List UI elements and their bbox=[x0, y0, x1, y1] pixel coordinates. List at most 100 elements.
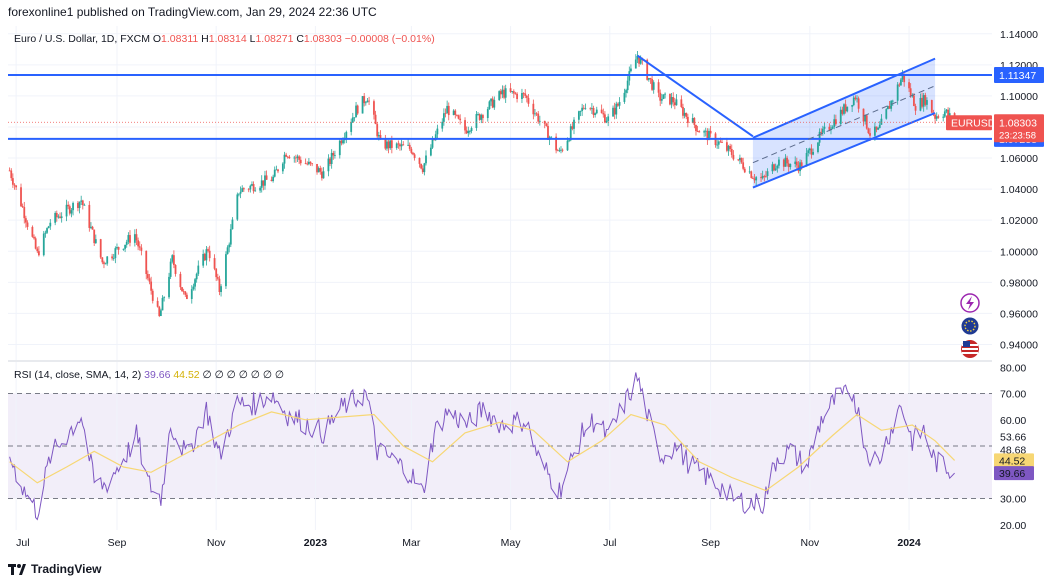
candle bbox=[332, 150, 335, 160]
trend-line[interactable] bbox=[636, 54, 754, 138]
lightning-icon[interactable] bbox=[960, 293, 980, 313]
horizontal-lines[interactable] bbox=[8, 73, 992, 140]
candle bbox=[239, 186, 242, 199]
channel-lower-line[interactable] bbox=[752, 112, 936, 189]
candle bbox=[760, 172, 762, 182]
candle-body bbox=[218, 278, 221, 293]
candle-body bbox=[33, 236, 35, 239]
legend-low-label: L bbox=[250, 33, 256, 45]
candle bbox=[236, 192, 239, 221]
candle bbox=[891, 99, 894, 106]
candle-body bbox=[509, 88, 512, 92]
candle-body bbox=[285, 154, 288, 157]
candle bbox=[225, 251, 227, 290]
candle bbox=[924, 92, 927, 107]
candle-body bbox=[919, 97, 922, 111]
candle bbox=[732, 150, 735, 161]
candle-body bbox=[543, 120, 546, 124]
candle-body bbox=[652, 82, 655, 90]
candle-body bbox=[299, 159, 302, 164]
time-axis[interactable]: Jul Sep Nov 2023 Mar May Jul Sep Nov 2024 bbox=[16, 537, 921, 549]
candle bbox=[571, 122, 574, 131]
candle-body bbox=[673, 102, 676, 106]
candle bbox=[862, 108, 865, 127]
eu-flag-icon[interactable] bbox=[960, 316, 980, 336]
candle-body bbox=[190, 289, 193, 299]
candle-body bbox=[592, 107, 595, 115]
candle bbox=[854, 95, 857, 101]
candle-body bbox=[231, 219, 234, 230]
candle bbox=[138, 241, 141, 251]
candle-body bbox=[34, 238, 37, 249]
candle-body bbox=[368, 100, 370, 102]
candle-body bbox=[498, 91, 501, 100]
rsi-line bbox=[9, 372, 955, 521]
candle bbox=[373, 99, 375, 120]
price-pane[interactable]: 1.140001.120001.100001.080001.060001.040… bbox=[8, 26, 1044, 360]
candle-body bbox=[247, 189, 250, 191]
candle-body bbox=[329, 158, 331, 165]
candle bbox=[129, 230, 131, 247]
candle bbox=[482, 113, 484, 124]
candle bbox=[72, 201, 74, 216]
candle bbox=[145, 250, 148, 280]
candle bbox=[820, 128, 823, 136]
candle bbox=[555, 133, 558, 154]
price-tick-label: 1.00000 bbox=[1000, 246, 1038, 258]
candle-body bbox=[215, 268, 218, 278]
rsi-pane[interactable]: 80.0070.0060.0053.6648.6830.0020.0044.52… bbox=[8, 362, 1034, 532]
rsi-axis[interactable]: 80.0070.0060.0053.6648.6830.0020.0044.52… bbox=[994, 362, 1034, 532]
candle-body bbox=[716, 144, 719, 146]
candle bbox=[896, 82, 899, 105]
candle bbox=[890, 100, 893, 112]
channel-upper-line[interactable] bbox=[752, 57, 936, 139]
candle-body bbox=[90, 226, 92, 228]
candle-body bbox=[316, 163, 318, 173]
candle bbox=[111, 253, 113, 261]
candle bbox=[612, 105, 614, 117]
side-icons[interactable] bbox=[960, 293, 980, 358]
candle bbox=[693, 117, 696, 129]
candle bbox=[670, 92, 673, 109]
candle bbox=[503, 85, 505, 100]
candle-body bbox=[129, 235, 131, 243]
candle bbox=[384, 134, 387, 151]
candle-body bbox=[262, 180, 265, 186]
candle bbox=[254, 187, 257, 192]
candle bbox=[389, 140, 392, 150]
candle-body bbox=[581, 107, 584, 111]
candle bbox=[589, 107, 592, 111]
candle bbox=[709, 125, 712, 138]
candle bbox=[717, 140, 720, 149]
candle bbox=[57, 214, 60, 219]
candle-body bbox=[680, 99, 683, 107]
candle bbox=[888, 101, 891, 109]
candle-body bbox=[521, 93, 523, 99]
countdown-label: 23:23:58 bbox=[999, 130, 1036, 141]
candle-body bbox=[145, 250, 148, 275]
candle bbox=[285, 152, 288, 158]
channel-fill bbox=[752, 58, 936, 188]
candle bbox=[306, 161, 309, 166]
candle bbox=[80, 195, 83, 206]
candle bbox=[11, 173, 14, 188]
candle-body bbox=[225, 254, 227, 287]
candle bbox=[617, 102, 619, 107]
price-axis[interactable]: 1.140001.120001.100001.080001.060001.040… bbox=[946, 29, 1044, 352]
candle-body bbox=[112, 258, 115, 259]
candle bbox=[766, 168, 769, 180]
rsi-tick-label: 53.66 bbox=[1000, 431, 1026, 443]
candle-body bbox=[402, 144, 405, 146]
us-flag-icon[interactable] bbox=[961, 340, 979, 358]
candle bbox=[203, 252, 206, 262]
candle-body bbox=[464, 120, 466, 131]
rsi-badge-label: 39.66 bbox=[999, 468, 1025, 480]
candle-body bbox=[873, 126, 876, 136]
time-tick-label: Nov bbox=[800, 537, 819, 549]
candle bbox=[442, 108, 445, 126]
candle bbox=[696, 125, 699, 133]
candle bbox=[216, 273, 219, 281]
time-tick-label: 2023 bbox=[304, 537, 328, 549]
candle bbox=[218, 275, 221, 296]
